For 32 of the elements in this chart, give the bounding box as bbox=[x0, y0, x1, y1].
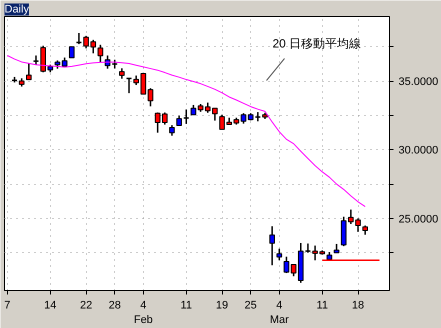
candlestick bbox=[76, 32, 82, 45]
x-tick-label: 22 bbox=[80, 300, 92, 312]
candlestick bbox=[362, 224, 368, 236]
candlestick bbox=[126, 78, 132, 94]
x-tick-label: 25 bbox=[244, 300, 257, 312]
x-tick-label: 28 bbox=[108, 300, 121, 312]
candlestick bbox=[119, 68, 125, 80]
candlestick bbox=[276, 248, 282, 262]
x-tick-label: 19 bbox=[216, 300, 228, 312]
x-tick-label: 7 bbox=[4, 300, 10, 312]
x-tick-label: 11 bbox=[316, 300, 328, 312]
y-tick-label: 35.0000 bbox=[398, 76, 438, 88]
candlestick bbox=[169, 124, 175, 136]
x-tick-label: 18 bbox=[352, 300, 364, 312]
x-tick-label: 14 bbox=[44, 300, 56, 312]
y-tick-label: 30.0000 bbox=[398, 144, 438, 157]
y-tick-label: 25.0000 bbox=[398, 213, 438, 226]
candlestick bbox=[26, 62, 32, 80]
candlestick bbox=[98, 44, 104, 63]
chart-title: Daily bbox=[4, 4, 30, 16]
candlestick bbox=[304, 242, 312, 254]
annotation: 20 日移動平均線 bbox=[272, 36, 362, 50]
candlestick bbox=[68, 46, 75, 58]
candlestick bbox=[190, 104, 196, 116]
x-tick-label: 4 Feb bbox=[134, 300, 153, 326]
candlestick bbox=[32, 54, 40, 66]
x-tick-label: 4 Mar bbox=[270, 300, 290, 326]
candlestick bbox=[269, 225, 275, 266]
candlestick bbox=[183, 108, 190, 125]
candlestick bbox=[176, 114, 182, 126]
x-tick-label: 11 bbox=[180, 300, 192, 312]
line-series bbox=[6, 55, 366, 208]
